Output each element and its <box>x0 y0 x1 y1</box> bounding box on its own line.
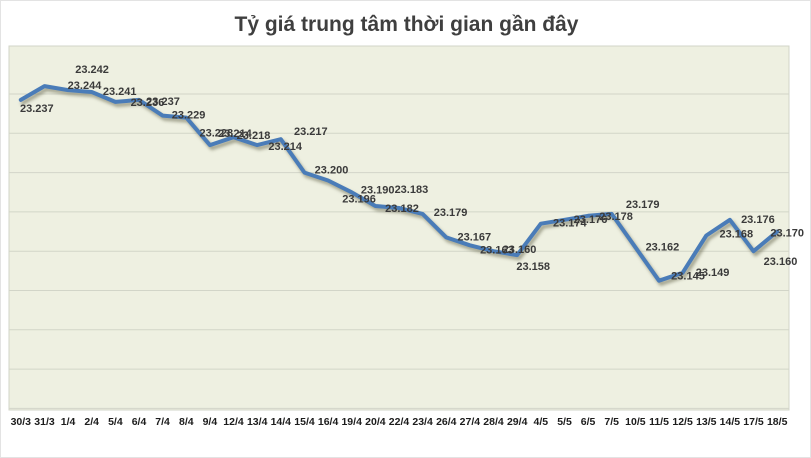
data-label: 23.167 <box>457 231 491 243</box>
x-axis-label: 1/4 <box>61 416 76 428</box>
data-label: 23.182 <box>385 203 419 215</box>
x-axis-label: 31/3 <box>34 416 55 428</box>
x-axis-label: 11/5 <box>649 416 669 428</box>
x-axis-label: 26/4 <box>436 416 457 428</box>
x-axis-label: 2/4 <box>84 416 99 428</box>
data-label: 23.176 <box>574 214 608 226</box>
data-label: 23.228 <box>199 128 233 140</box>
data-label: 23.190 <box>361 184 395 196</box>
data-label: 23.218 <box>237 130 271 142</box>
x-axis-label: 12/4 <box>223 416 244 428</box>
data-label: 23.170 <box>770 228 804 240</box>
x-axis-label: 7/4 <box>155 416 170 428</box>
x-axis-label: 30/3 <box>11 416 32 428</box>
x-axis-label: 9/4 <box>203 416 218 428</box>
data-label: 23.200 <box>315 165 349 177</box>
data-label: 23.214 <box>218 128 253 140</box>
x-axis-label: 14/4 <box>271 416 292 428</box>
data-label: 23.217 <box>294 126 328 138</box>
data-label: 23.149 <box>696 267 730 279</box>
data-label: 23.178 <box>599 211 633 223</box>
x-axis-label: 19/4 <box>341 416 362 428</box>
plot-area <box>9 46 789 410</box>
x-axis-label: 27/4 <box>460 416 481 428</box>
plot-border <box>8 45 790 411</box>
data-label: 23.176 <box>741 214 775 226</box>
x-axis-label: 10/5 <box>625 416 646 428</box>
data-label: 23.158 <box>516 261 550 273</box>
x-axis-label: 13/5 <box>696 416 717 428</box>
data-label: 23.237 <box>20 103 54 115</box>
x-axis-label: 18/5 <box>767 416 788 428</box>
data-label: 23.145 <box>671 271 705 283</box>
x-axis-label: 7/5 <box>604 416 619 428</box>
data-label: 23.244 <box>68 80 103 92</box>
data-label: 23.196 <box>342 194 376 206</box>
data-label: 23.160 <box>764 256 798 268</box>
x-axis-label: 23/4 <box>412 416 433 428</box>
x-axis-label: 16/4 <box>318 416 339 428</box>
data-label: 23.242 <box>75 64 109 76</box>
data-label: 23.241 <box>103 86 137 98</box>
data-label: 23.163 <box>480 244 514 256</box>
x-axis-label: 5/5 <box>557 416 572 428</box>
data-label: 23.214 <box>268 141 303 153</box>
data-label: 23.179 <box>626 199 660 211</box>
rate-line-series <box>18 84 780 283</box>
x-axis-label: 22/4 <box>389 416 410 428</box>
x-axis-label: 12/5 <box>672 416 693 428</box>
x-axis-label: 4/5 <box>533 416 548 428</box>
x-axis-label: 29/4 <box>507 416 528 428</box>
data-label: 23.160 <box>503 244 537 256</box>
x-axis-label: 14/5 <box>720 416 741 428</box>
data-label: 23.168 <box>719 229 753 241</box>
x-axis-label: 20/4 <box>365 416 386 428</box>
data-label: 23.229 <box>172 110 206 122</box>
x-axis-label: 17/5 <box>743 416 764 428</box>
x-axis-label: 8/4 <box>179 416 194 428</box>
x-axis-label: 13/4 <box>247 416 268 428</box>
x-axis-label: 6/4 <box>132 416 147 428</box>
x-axis-label: 5/4 <box>108 416 123 428</box>
data-label: 23.183 <box>395 184 429 196</box>
data-label: 23.236 <box>131 97 165 109</box>
data-label: 23.237 <box>146 96 180 108</box>
data-label: 23.162 <box>646 241 680 253</box>
x-axis-label: 6/5 <box>581 416 596 428</box>
x-axis-label: 15/4 <box>294 416 315 428</box>
data-label: 23.179 <box>434 207 468 219</box>
data-label: 23.174 <box>553 218 588 230</box>
chart-title: Tỷ giá trung tâm thời gian gần đây <box>234 13 579 36</box>
x-axis-label: 28/4 <box>483 416 504 428</box>
